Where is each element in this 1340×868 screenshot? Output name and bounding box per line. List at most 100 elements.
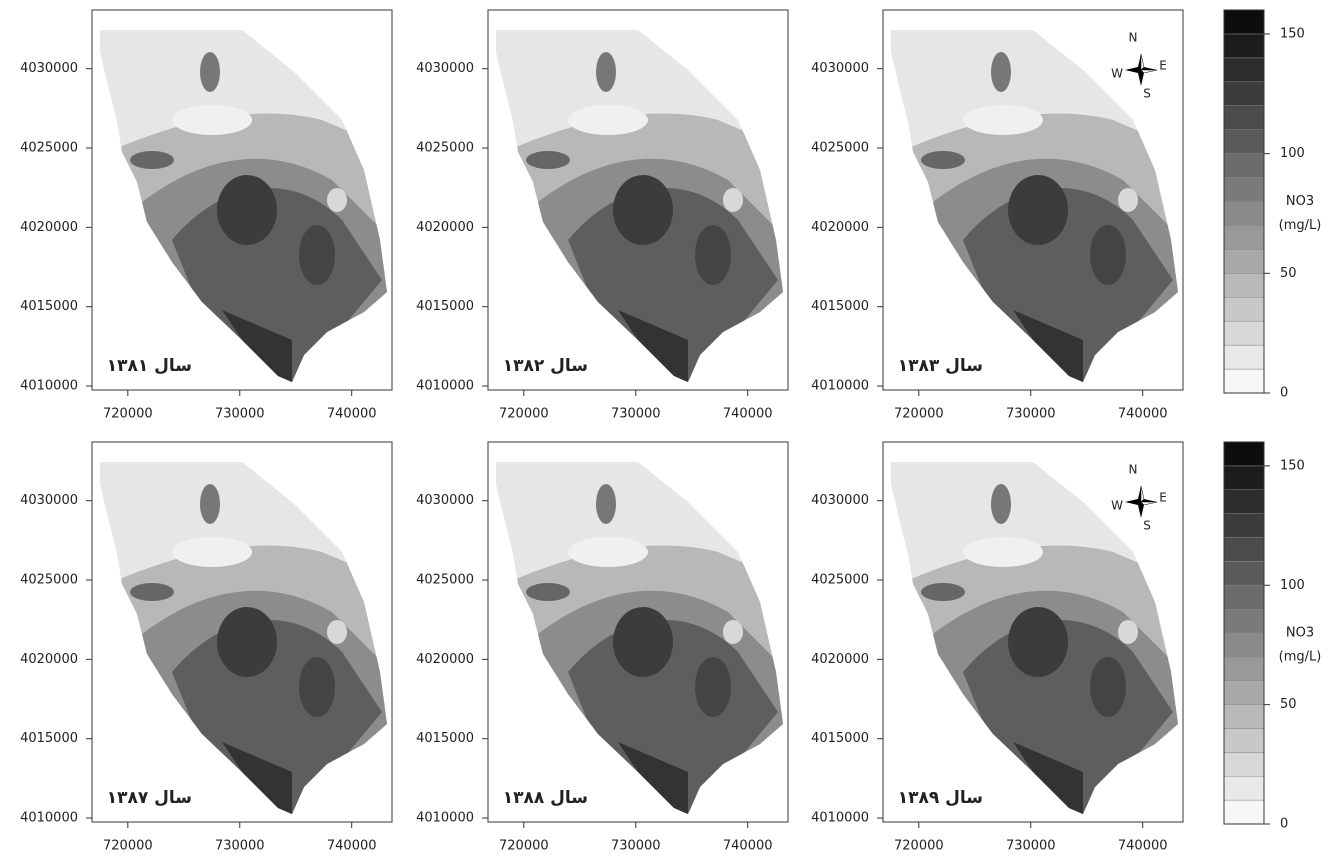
x-tick-label: 740000 [327,407,377,422]
colorbar-band [1223,368,1265,394]
colorbar-band [1223,320,1265,346]
x-tick-label: 720000 [103,839,153,854]
colorbar-band [1223,297,1265,322]
x-tick-label: 720000 [499,407,549,422]
map-panel: 720000 730000 740000 4010000 4015000 4020000 4… [811,9,1184,422]
y-tick-label: 4020000 [20,652,78,667]
colorbar-title: NO3 [1286,194,1314,209]
colorbar-unit: (mg/L) [1279,650,1322,665]
map-panel: 720000 730000 740000 4010000 4015000 4020000 4… [20,9,393,422]
y-tick-label: 4030000 [811,61,869,76]
x-tick-label: 720000 [499,839,549,854]
x-tick-label: 730000 [215,839,265,854]
colorbar-band [1223,656,1265,681]
colorbar-band [1223,249,1265,274]
colorbar-band [1223,608,1265,634]
compass-s: S [1143,87,1151,101]
colorbar-band [1223,776,1265,801]
y-tick-label: 4025000 [416,141,474,156]
compass-w: W [1111,499,1123,513]
colorbar-tick-label: 50 [1280,266,1297,281]
panel-frame [487,441,789,823]
x-tick-label: 740000 [723,839,773,854]
y-tick-label: 4015000 [416,731,474,746]
y-tick-label: 4020000 [811,220,869,235]
colorbar-band [1223,561,1265,586]
map-panel: 720000 730000 740000 4010000 4015000 4020000 4… [416,441,789,854]
y-tick-label: 4010000 [20,379,78,394]
y-tick-label: 4025000 [20,141,78,156]
y-tick-label: 4010000 [416,811,474,826]
map-panel: 720000 730000 740000 4010000 4015000 4020000 4… [20,441,393,854]
colorbar-frame [1223,441,1265,825]
y-tick-label: 4015000 [20,731,78,746]
x-tick-label: 720000 [103,407,153,422]
colorbar-band [1223,344,1265,370]
y-tick-label: 4015000 [416,299,474,314]
colorbar-band [1223,489,1265,514]
compass-w: W [1111,67,1123,81]
colorbar-band [1223,704,1265,729]
panel-frame [882,9,1184,391]
colorbar-band [1223,680,1265,705]
compass-n: N [1129,31,1138,45]
y-tick-label: 4025000 [811,141,869,156]
colorbar-band [1223,513,1265,538]
compass-star [1124,53,1158,87]
colorbar-tick-label: 0 [1280,386,1288,401]
x-tick-label: 730000 [611,407,661,422]
colorbar-band [1223,799,1265,825]
map-surface [92,10,392,390]
y-tick-label: 4015000 [811,299,869,314]
panel-label: سال ۱۳۸۲ [503,356,588,376]
y-tick-label: 4010000 [20,811,78,826]
colorbar-unit: (mg/L) [1279,218,1322,233]
y-tick-label: 4030000 [416,493,474,508]
compass: N ES W [1111,463,1167,533]
x-tick-label: 720000 [894,407,944,422]
colorbar-tick-label: 50 [1280,697,1297,712]
x-tick-label: 730000 [611,839,661,854]
compass: N ES W [1111,31,1167,101]
x-tick-label: 740000 [1118,407,1168,422]
panel-label: سال ۱۳۸۸ [503,788,588,808]
map-surface [488,442,788,822]
panel-frame [91,9,393,391]
colorbar-frame [1223,9,1265,394]
panel-label: سال ۱۳۸۳ [898,356,983,376]
colorbar-tick-label: 100 [1280,578,1305,593]
compass-e: E [1159,59,1167,73]
colorbar-band [1223,728,1265,753]
y-tick-label: 4015000 [811,731,869,746]
compass-s: S [1143,519,1151,533]
colorbar-band [1223,585,1265,610]
panel-label: سال ۱۳۸۹ [898,788,983,808]
y-tick-label: 4025000 [416,573,474,588]
x-tick-label: 740000 [1118,839,1168,854]
x-tick-label: 720000 [894,839,944,854]
colorbar-tick-label: 150 [1280,26,1305,41]
y-tick-label: 4030000 [416,61,474,76]
y-tick-label: 4030000 [811,493,869,508]
colorbar-tick-label: 100 [1280,146,1305,161]
y-tick-label: 4030000 [20,61,78,76]
y-tick-label: 4025000 [811,573,869,588]
y-tick-label: 4010000 [811,811,869,826]
x-tick-label: 730000 [215,407,265,422]
colorbar-band [1223,752,1265,777]
x-tick-label: 740000 [327,839,377,854]
colorbar-band [1223,225,1265,250]
colorbar-title: NO3 [1286,626,1314,641]
map-surface [488,10,788,390]
y-tick-label: 4010000 [811,379,869,394]
colorbar-band [1223,632,1265,658]
colorbar-band [1223,177,1265,202]
colorbar: 0 50 100 150 NO3 (mg/L) [1223,9,1322,401]
y-tick-label: 4025000 [20,573,78,588]
y-tick-label: 4030000 [20,493,78,508]
x-tick-label: 730000 [1006,839,1056,854]
colorbar-band [1223,57,1265,83]
colorbar-band [1223,201,1265,226]
colorbar-band [1223,273,1265,298]
